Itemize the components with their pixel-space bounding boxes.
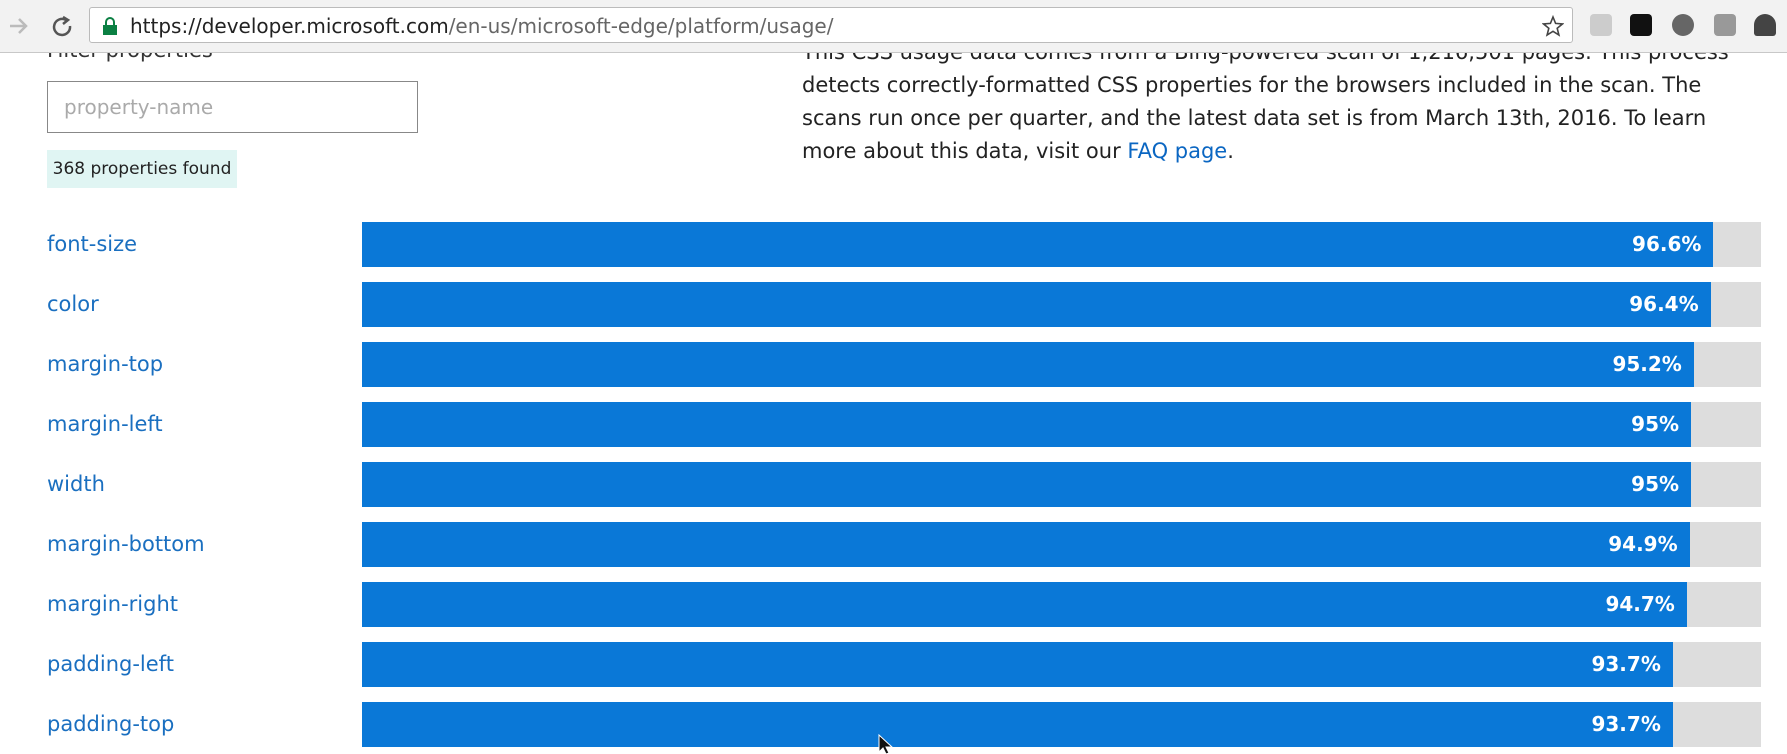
bar: 95.2% xyxy=(362,342,1694,387)
property-name[interactable]: margin-right xyxy=(47,592,178,616)
extension-icon[interactable] xyxy=(1590,14,1612,36)
value-label: 96.6% xyxy=(1632,232,1702,256)
bar-track: 93.7% xyxy=(362,702,1761,747)
browser-toolbar: https://developer.microsoft.com/en-us/mi… xyxy=(0,0,1787,53)
extension-icon[interactable] xyxy=(1714,14,1736,36)
value-label: 94.9% xyxy=(1608,532,1678,556)
description-text: This CSS usage data comes from a Bing-po… xyxy=(802,40,1729,163)
property-name[interactable]: width xyxy=(47,472,105,496)
extension-icon[interactable] xyxy=(1754,14,1776,36)
nav-buttons[interactable] xyxy=(6,14,76,38)
bar: 93.7% xyxy=(362,702,1673,747)
url-path: /en-us/microsoft-edge/platform/usage/ xyxy=(448,14,834,38)
property-name[interactable]: margin-left xyxy=(47,412,163,436)
address-bar[interactable]: https://developer.microsoft.com/en-us/mi… xyxy=(89,7,1573,43)
property-name[interactable]: padding-top xyxy=(47,712,175,736)
bar-track: 94.7% xyxy=(362,582,1761,627)
value-label: 95% xyxy=(1631,472,1680,496)
filter-input[interactable]: property-name xyxy=(47,81,418,133)
bar-track: 94.9% xyxy=(362,522,1761,567)
bar: 96.6% xyxy=(362,222,1714,267)
value-label: 95% xyxy=(1631,412,1680,436)
value-label: 93.7% xyxy=(1591,652,1661,676)
property-name[interactable]: margin-top xyxy=(47,352,164,376)
bar: 94.7% xyxy=(362,582,1687,627)
bar: 94.9% xyxy=(362,522,1690,567)
bar-track: 96.4% xyxy=(362,282,1761,327)
url-host: https://developer.microsoft.com xyxy=(130,14,449,38)
bar: 95% xyxy=(362,402,1692,447)
bar-track: 93.7% xyxy=(362,642,1761,687)
bar-track: 96.6% xyxy=(362,222,1761,267)
extension-icon[interactable] xyxy=(1672,14,1694,36)
description-end: . xyxy=(1227,139,1234,163)
lock-icon xyxy=(103,17,117,35)
value-label: 96.4% xyxy=(1629,292,1699,316)
property-name[interactable]: padding-left xyxy=(47,652,174,676)
bar: 93.7% xyxy=(362,642,1673,687)
property-name[interactable]: margin-bottom xyxy=(47,532,205,556)
value-label: 95.2% xyxy=(1612,352,1682,376)
bookmark-star[interactable] xyxy=(1542,15,1564,37)
bar-track: 95% xyxy=(362,402,1761,447)
bar: 95% xyxy=(362,462,1692,507)
property-name[interactable]: color xyxy=(47,292,99,316)
property-name[interactable]: font-size xyxy=(47,232,138,256)
bar: 96.4% xyxy=(362,282,1711,327)
faq-link[interactable]: FAQ page xyxy=(1127,139,1228,163)
cursor xyxy=(878,734,894,754)
bar-track: 95.2% xyxy=(362,342,1761,387)
extension-icon[interactable] xyxy=(1630,14,1652,36)
value-label: 93.7% xyxy=(1591,712,1661,736)
found-count: 368 properties found xyxy=(47,150,237,188)
bar-track: 95% xyxy=(362,462,1761,507)
description: This CSS usage data comes from a Bing-po… xyxy=(802,36,1767,168)
value-label: 94.7% xyxy=(1605,592,1675,616)
